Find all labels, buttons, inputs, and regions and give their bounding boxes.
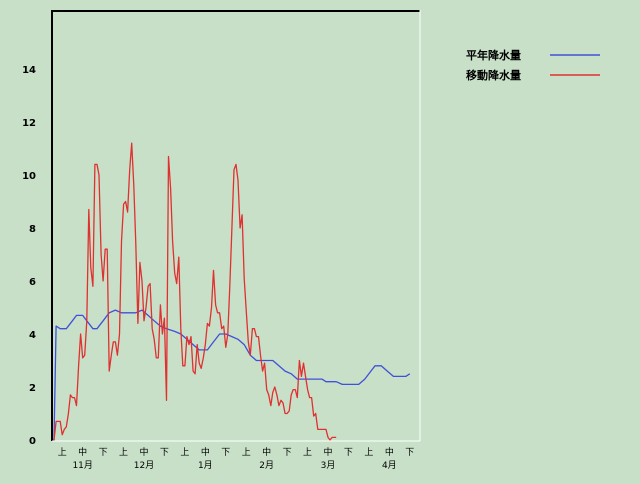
month-label: 4月 xyxy=(382,460,397,471)
month-label: 12月 xyxy=(134,460,154,471)
legend: 平年降水量 移動降水量 xyxy=(466,48,600,82)
month-label: 3月 xyxy=(321,460,336,471)
x-tick-label: 上 xyxy=(119,447,128,458)
x-tick-label: 下 xyxy=(221,448,230,458)
x-tick-label: 上 xyxy=(364,447,373,458)
y-axis-ticks: 0 2 4 6 8 10 12 14 xyxy=(22,65,36,447)
y-tick-label: 14 xyxy=(22,65,36,76)
x-tick-label: 上 xyxy=(58,447,67,458)
x-tick-label: 中 xyxy=(139,446,148,458)
x-tick-label: 上 xyxy=(303,447,312,458)
month-label: 1月 xyxy=(198,460,213,471)
x-axis-ticks: 上中下上中下上中下上中下上中下上中下11月 12月 1月 2月 3月 4月 xyxy=(58,446,415,471)
series-lines xyxy=(52,142,411,441)
month-label: 11月 xyxy=(72,460,92,471)
x-tick-label: 下 xyxy=(405,448,414,458)
x-tick-label: 下 xyxy=(160,448,169,458)
y-tick-label: 8 xyxy=(29,224,36,235)
legend-label-normal: 平年降水量 xyxy=(466,48,521,62)
month-label: 2月 xyxy=(259,460,274,471)
x-tick-label: 下 xyxy=(283,448,292,458)
y-tick-label: 2 xyxy=(29,383,36,394)
x-tick-label: 下 xyxy=(99,448,108,458)
y-tick-label: 6 xyxy=(29,277,36,288)
y-tick-label: 12 xyxy=(22,118,36,129)
x-tick-label: 中 xyxy=(262,446,271,458)
y-tick-label: 10 xyxy=(22,171,36,182)
x-tick-label: 中 xyxy=(78,446,87,458)
x-tick-label: 中 xyxy=(323,446,332,458)
series-line-moving-rainfall xyxy=(53,142,337,441)
y-tick-label: 0 xyxy=(29,436,36,447)
x-tick-label: 中 xyxy=(385,446,394,458)
x-tick-label: 上 xyxy=(242,447,251,458)
series-line-normal-rainfall xyxy=(52,309,411,441)
x-tick-label: 中 xyxy=(201,446,210,458)
y-tick-label: 4 xyxy=(29,330,36,341)
x-tick-label: 上 xyxy=(180,447,189,458)
legend-label-moving: 移動降水量 xyxy=(466,68,521,82)
x-tick-label: 下 xyxy=(344,448,353,458)
plot-background xyxy=(52,10,420,440)
